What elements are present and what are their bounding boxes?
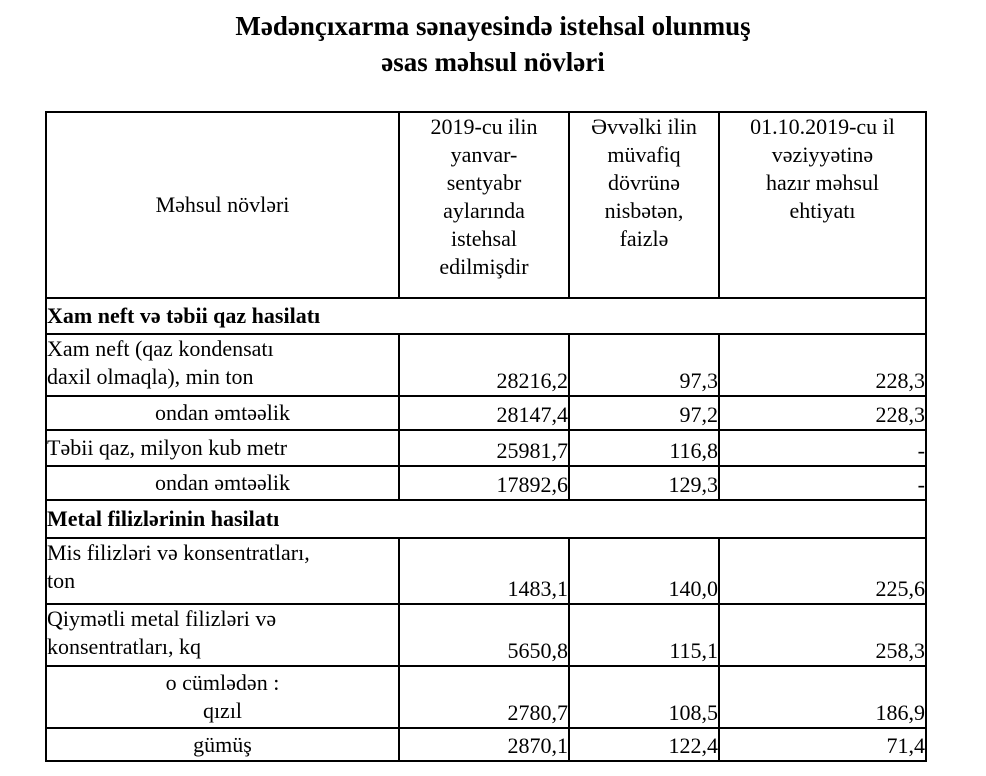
table-row: Təbii qaz, milyon kub metr 25981,7 116,8… xyxy=(45,429,927,467)
section-header-metal-ores: Metal filizlərinin hasilatı xyxy=(45,499,927,539)
table-header-row: Məhsul növləri 2019-cu ilin yanvar- sent… xyxy=(45,111,927,299)
percent-value-cell: 116,8 xyxy=(568,429,720,467)
section-row-metal-ores: Metal filizlərinin hasilatı xyxy=(45,499,927,539)
stock-value-cell: 186,9 xyxy=(718,665,927,729)
section-row-oil-gas: Xam neft və təbii qaz hasilatı xyxy=(45,297,927,335)
produced-value-cell: 1483,1 xyxy=(398,537,570,605)
produced-value-cell: 2780,7 xyxy=(398,665,570,729)
column-header-product-types: Məhsul növləri xyxy=(45,111,400,299)
percent-value-cell: 115,1 xyxy=(568,603,720,667)
table-row: o cümlədən : qızıl 2780,7 108,5 186,9 xyxy=(45,665,927,729)
page-title: Mədənçıxarma sənayesində istehsal olunmu… xyxy=(235,11,751,77)
stock-value-cell: 258,3 xyxy=(718,603,927,667)
column-header-percent-previous-year: Əvvəlki ilin müvafiq dövrünə nisbətən, f… xyxy=(568,111,720,299)
product-name-cell: ondan əmtəəlik xyxy=(45,465,400,501)
column-header-ready-product-stock: 01.10.2019-cu il vəziyyətinə hazır məhsu… xyxy=(718,111,927,299)
percent-value-cell: 140,0 xyxy=(568,537,720,605)
produced-value-cell: 28216,2 xyxy=(398,333,570,397)
product-name-cell: Təbii qaz, milyon kub metr xyxy=(45,429,400,467)
percent-value-cell: 97,3 xyxy=(568,333,720,397)
stock-value-cell: 228,3 xyxy=(718,395,927,431)
produced-value-cell: 5650,8 xyxy=(398,603,570,667)
percent-value-cell: 108,5 xyxy=(568,665,720,729)
table-row: Xam neft (qaz kondensatı daxil olmaqla),… xyxy=(45,333,927,397)
product-name-cell: Xam neft (qaz kondensatı daxil olmaqla),… xyxy=(45,333,400,397)
stock-value-cell: - xyxy=(718,465,927,501)
produced-value-cell: 25981,7 xyxy=(398,429,570,467)
stock-value-cell: 228,3 xyxy=(718,333,927,397)
percent-value-cell: 129,3 xyxy=(568,465,720,501)
table-row: gümüş 2870,1 122,4 71,4 xyxy=(45,727,927,762)
product-name-cell: gümüş xyxy=(45,727,400,762)
table-row: Mis filizləri və konsentratları, ton 148… xyxy=(45,537,927,605)
products-table: Məhsul növləri 2019-cu ilin yanvar- sent… xyxy=(45,111,927,762)
table-row: Qiymətli metal filizləri və konsentratla… xyxy=(45,603,927,667)
percent-value-cell: 122,4 xyxy=(568,727,720,762)
stock-value-cell: 225,6 xyxy=(718,537,927,605)
stock-value-cell: - xyxy=(718,429,927,467)
column-header-produced-2019: 2019-cu ilin yanvar- sentyabr aylarında … xyxy=(398,111,570,299)
product-name-cell: Qiymətli metal filizləri və konsentratla… xyxy=(45,603,400,667)
product-name-cell: ondan əmtəəlik xyxy=(45,395,400,431)
produced-value-cell: 2870,1 xyxy=(398,727,570,762)
table-row: ondan əmtəəlik 17892,6 129,3 - xyxy=(45,465,927,501)
produced-value-cell: 28147,4 xyxy=(398,395,570,431)
percent-value-cell: 97,2 xyxy=(568,395,720,431)
section-header-oil-gas: Xam neft və təbii qaz hasilatı xyxy=(45,297,927,335)
table-row: ondan əmtəəlik 28147,4 97,2 228,3 xyxy=(45,395,927,431)
produced-value-cell: 17892,6 xyxy=(398,465,570,501)
product-name-cell: o cümlədən : qızıl xyxy=(45,665,400,729)
stock-value-cell: 71,4 xyxy=(718,727,927,762)
product-name-cell: Mis filizləri və konsentratları, ton xyxy=(45,537,400,605)
